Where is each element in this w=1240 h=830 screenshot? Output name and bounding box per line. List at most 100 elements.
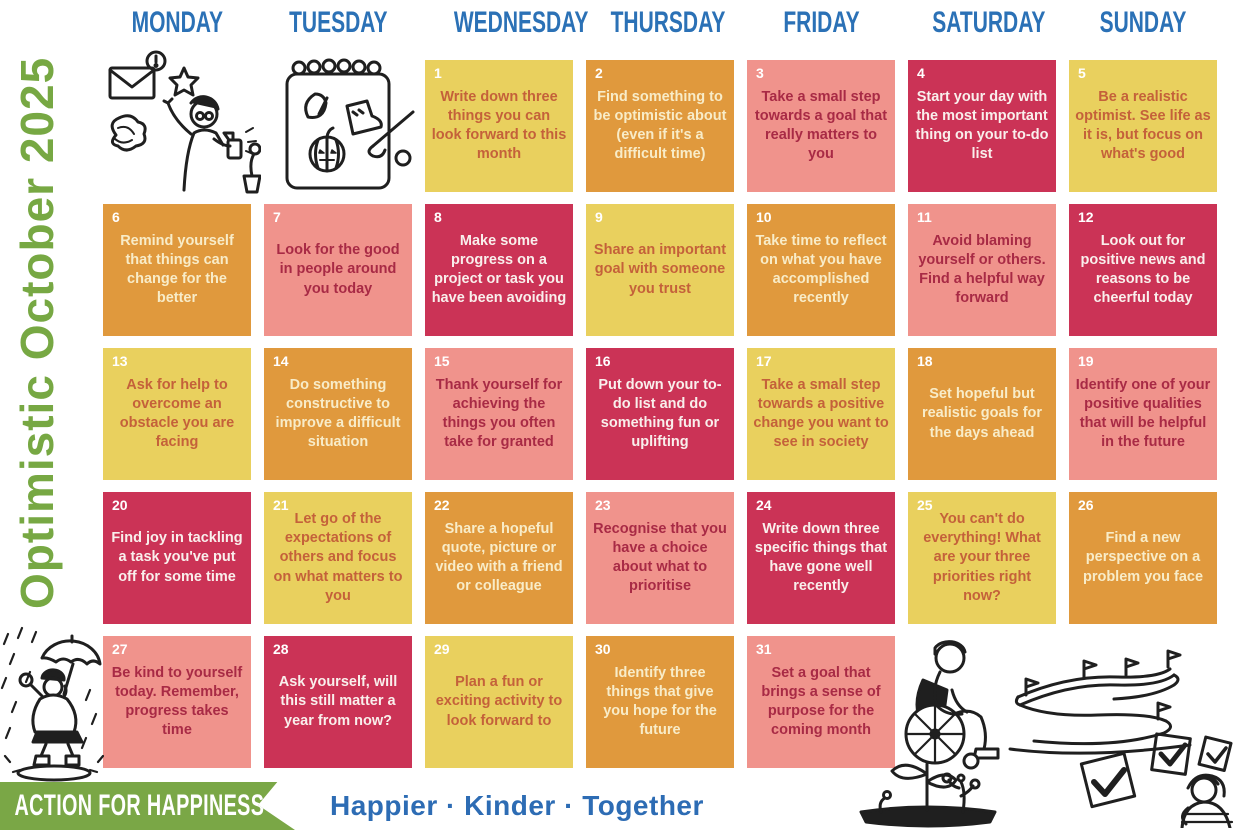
day-cell-2: 2 Find something to be optimistic about (… (586, 60, 734, 192)
day-cell-21: 21 Let go of the expectations of others a… (264, 492, 412, 624)
weekday-label-text: TUESDAY (288, 6, 388, 39)
day-cell-10: 10 Take time to reflect on what you have … (747, 204, 895, 336)
action-for-happiness-banner: ACTION FOR HAPPINESS (0, 782, 295, 830)
day-cell-20: 20 Find joy in tackling a task you've put… (103, 492, 251, 624)
day-action-text: Share a hopeful quote, picture or video … (435, 520, 563, 595)
day-action-text: Write down three things you can look for… (431, 88, 567, 163)
day-action-text: Do something constructive to improve a d… (275, 376, 401, 451)
day-cell-1: 1 Write down three things you can look fo… (425, 60, 573, 192)
day-number: 10 (756, 209, 772, 225)
day-action-text: Identify three things that give you hope… (603, 664, 717, 739)
day-action-text: Recognise that you have a choice about w… (593, 520, 727, 595)
day-action-text: Identify one of your positive qualities … (1075, 376, 1211, 451)
day-action-text: Be kind to yourself today. Remember, pro… (111, 664, 243, 739)
day-number: 30 (595, 641, 611, 657)
weekday-label-wednesday: WEDNESDAY (425, 6, 589, 40)
day-action-text: Set a goal that brings a sense of purpos… (761, 664, 881, 739)
day-cell-11: 11 Avoid blaming yourself or others. Find… (908, 204, 1056, 336)
day-cell-31: 31 Set a goal that brings a sense of purp… (747, 636, 895, 768)
day-action-text: Write down three specific things that ha… (754, 520, 888, 595)
weekday-label-friday: FRIDAY (747, 6, 895, 40)
day-action-text: Put down your to-do list and do somethin… (598, 376, 722, 451)
day-action-text: Start your day with the most important t… (915, 88, 1049, 163)
day-cell-16: 16 Put down your to-do list and do someth… (586, 348, 734, 480)
day-number: 12 (1078, 209, 1094, 225)
day-action-text: Remind yourself that things can change f… (120, 232, 234, 307)
day-action-text: Plan a fun or exciting activity to look … (435, 674, 563, 729)
day-cell-27: 27 Be kind to yourself today. Remember, p… (103, 636, 251, 768)
day-number: 18 (917, 353, 933, 369)
day-number: 13 (112, 353, 128, 369)
day-number: 9 (595, 209, 603, 225)
day-number: 14 (273, 353, 289, 369)
day-cell-22: 22 Share a hopeful quote, picture or vide… (425, 492, 573, 624)
day-number: 20 (112, 497, 128, 513)
day-cell-4: 4 Start your day with the most important … (908, 60, 1056, 192)
day-cell-24: 24 Write down three specific things that … (747, 492, 895, 624)
weekday-header-row: MONDAY TUESDAY WEDNESDAY THURSDAY FRIDAY SATU… (103, 6, 1217, 40)
sprouting-plants-doodle-icon (853, 740, 1003, 828)
day-number: 24 (756, 497, 772, 513)
weekday-label-text: WEDNESDAY (453, 6, 589, 39)
day-action-text: Take a small step towards a goal that re… (754, 88, 888, 163)
day-number: 21 (273, 497, 289, 513)
day-action-text: Let go of the expectations of others and… (273, 511, 403, 604)
weekday-label-monday: MONDAY (103, 6, 251, 40)
day-number: 31 (756, 641, 772, 657)
day-action-text: Take a small step towards a positive cha… (753, 376, 889, 451)
day-action-text: Find something to be optimistic about (e… (593, 88, 727, 163)
day-number: 4 (917, 65, 925, 81)
day-cell-19: 19 Identify one of your positive qualitie… (1069, 348, 1217, 480)
day-action-text: Find joy in tackling a task you've put o… (111, 530, 243, 585)
day-number: 23 (595, 497, 611, 513)
day-action-text: Look for the good in people around you t… (276, 242, 400, 297)
day-number: 19 (1078, 353, 1094, 369)
day-cell-23: 23 Recognise that you have a choice about… (586, 492, 734, 624)
day-cell-18: 18 Set hopeful but realistic goals for th… (908, 348, 1056, 480)
day-cell-5: 5 Be a realistic optimist. See life as it… (1069, 60, 1217, 192)
page-title: Optimistic October 2025 (11, 56, 63, 610)
day-action-text: Be a realistic optimist. See life as it … (1075, 88, 1211, 163)
day-action-text: Make some progress on a project or task … (431, 232, 567, 307)
day-number: 16 (595, 353, 611, 369)
tagline: Happier · Kinder · Together (330, 790, 704, 821)
day-action-text: Avoid blaming yourself or others. Find a… (918, 232, 1046, 307)
day-cell-9: 9 Share an important goal with someone yo… (586, 204, 734, 336)
day-number: 3 (756, 65, 764, 81)
day-cell-3: 3 Take a small step towards a goal that r… (747, 60, 895, 192)
day-action-text: Ask for help to overcome an obstacle you… (119, 376, 235, 451)
day-number: 11 (917, 209, 932, 225)
day-cell-26: 26 Find a new perspective on a problem yo… (1069, 492, 1217, 624)
day-number: 8 (434, 209, 442, 225)
day-cell-13: 13 Ask for help to overcome an obstacle y… (103, 348, 251, 480)
spray-plant-doodle-icon (96, 50, 261, 195)
day-cell-14: 14 Do something constructive to improve a… (264, 348, 412, 480)
day-cell-15: 15 Thank yourself for achieving the thing… (425, 348, 573, 480)
day-number: 28 (273, 641, 289, 657)
day-cell-25: 25 You can't do everything! What are your… (908, 492, 1056, 624)
day-action-text: Thank yourself for achieving the things … (435, 376, 563, 451)
day-number: 6 (112, 209, 120, 225)
day-number: 2 (595, 65, 603, 81)
day-action-text: Ask yourself, will this still matter a y… (278, 674, 398, 729)
day-number: 27 (112, 641, 128, 657)
day-action-text: Look out for positive news and reasons t… (1080, 232, 1206, 307)
day-cell-6: 6 Remind yourself that things can change … (103, 204, 251, 336)
day-cell-30: 30 Identify three things that give you ho… (586, 636, 734, 768)
weekday-label-thursday: THURSDAY (586, 6, 734, 40)
day-number: 17 (756, 353, 772, 369)
weekday-label-text: MONDAY (131, 6, 223, 39)
day-number: 15 (434, 353, 450, 369)
weekday-label-text: SATURDAY (932, 6, 1046, 39)
day-action-text: Find a new perspective on a problem you … (1082, 530, 1204, 585)
weekday-label-text: SUNDAY (1099, 6, 1187, 39)
day-number: 5 (1078, 65, 1086, 81)
day-cell-12: 12 Look out for positive news and reasons… (1069, 204, 1217, 336)
day-cell-28: 28 Ask yourself, will this still matter a… (264, 636, 412, 768)
day-action-text: Set hopeful but realistic goals for the … (921, 386, 1043, 441)
weekday-label-sunday: SUNDAY (1069, 6, 1217, 40)
day-action-text: Share an important goal with someone you… (593, 242, 727, 297)
day-number: 22 (434, 497, 450, 513)
weekday-label-tuesday: TUESDAY (264, 6, 412, 40)
day-cell-8: 8 Make some progress on a project or task… (425, 204, 573, 336)
